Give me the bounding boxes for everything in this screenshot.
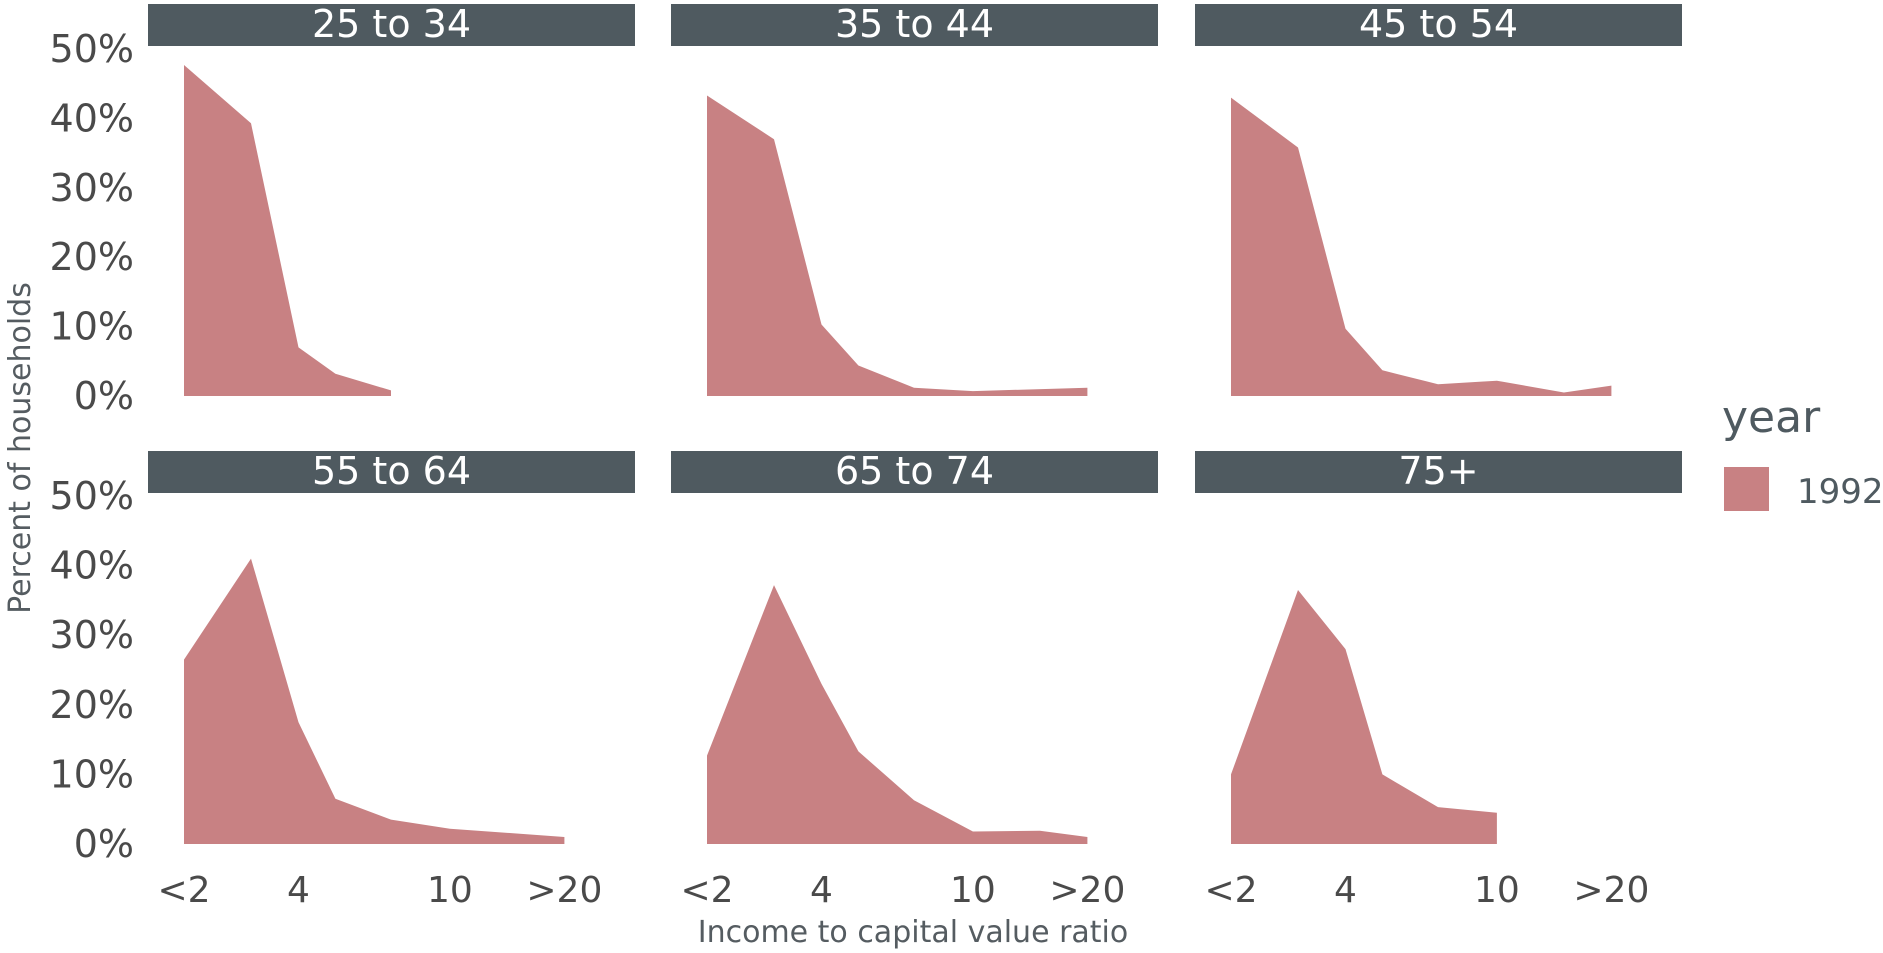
facet-strip bbox=[671, 4, 1158, 46]
facet-strip bbox=[1195, 4, 1682, 46]
area-series-1992 bbox=[184, 65, 391, 396]
facet-strip bbox=[148, 4, 635, 46]
x-tick-label: <2 bbox=[157, 870, 210, 911]
area-series-1992 bbox=[1231, 590, 1497, 844]
y-tick-label: 30% bbox=[50, 166, 134, 210]
facet-strip-label: 75+ bbox=[1398, 449, 1478, 493]
x-tick-label: 10 bbox=[1474, 870, 1520, 911]
y-tick-label: 50% bbox=[50, 27, 134, 71]
y-tick-label: 40% bbox=[50, 544, 134, 588]
y-axis-title: Percent of households bbox=[3, 282, 38, 614]
legend: year 1992 bbox=[1722, 392, 1883, 512]
x-tick-label: <2 bbox=[1204, 870, 1257, 911]
facet-panel: 35 to 44 bbox=[671, 2, 1158, 396]
x-tick-label: >20 bbox=[526, 870, 602, 911]
x-tick-label: >20 bbox=[1573, 870, 1649, 911]
facet-strip bbox=[148, 451, 635, 493]
facet-strip-label: 55 to 64 bbox=[312, 449, 471, 493]
facet-strip-label: 35 to 44 bbox=[835, 2, 994, 46]
facet-panel: 25 to 34 0% 10% 20% 30% 40% 50% bbox=[50, 2, 635, 418]
y-tick-label: 30% bbox=[50, 613, 134, 657]
y-tick-label: 40% bbox=[50, 96, 134, 140]
y-tick-label: 0% bbox=[74, 374, 134, 418]
legend-swatch-1992 bbox=[1724, 467, 1769, 511]
x-tick-label: 4 bbox=[287, 870, 310, 911]
facet-strip-label: 45 to 54 bbox=[1359, 2, 1518, 46]
y-tick-label: 0% bbox=[74, 822, 134, 866]
y-tick-label: 20% bbox=[50, 235, 134, 279]
x-tick-label: >20 bbox=[1049, 870, 1125, 911]
facet-strip-label: 25 to 34 bbox=[312, 2, 471, 46]
facet-panel: 75+ <2 4 10 >20 bbox=[1195, 449, 1682, 911]
facet-strip-label: 65 to 74 bbox=[835, 449, 994, 493]
y-tick-label: 10% bbox=[50, 305, 134, 349]
area-series-1992 bbox=[184, 558, 565, 844]
y-tick-label: 50% bbox=[50, 474, 134, 518]
area-series-1992 bbox=[707, 95, 1088, 396]
x-tick-label: 10 bbox=[950, 870, 996, 911]
x-tick-label: 10 bbox=[427, 870, 473, 911]
area-series-1992 bbox=[1231, 97, 1612, 396]
facet-panels: 25 to 340%10%20%30%40%50%35 to 44 45 to 5… bbox=[50, 2, 1682, 911]
x-axis-title: Income to capital value ratio bbox=[698, 915, 1129, 950]
facet-panel: 65 to 74 <2 4 10 >20 bbox=[671, 449, 1158, 911]
facet-strip bbox=[671, 451, 1158, 493]
x-tick-label: 4 bbox=[810, 870, 833, 911]
facet-strip bbox=[1195, 451, 1682, 493]
y-tick-label: 20% bbox=[50, 683, 134, 727]
x-tick-label: <2 bbox=[680, 870, 733, 911]
legend-title: year bbox=[1722, 392, 1821, 443]
x-tick-label: 4 bbox=[1334, 870, 1357, 911]
y-tick-label: 10% bbox=[50, 752, 134, 796]
area-series-1992 bbox=[707, 585, 1088, 844]
facet-panel: 45 to 54 bbox=[1195, 2, 1682, 396]
facet-panel: 55 to 64 0% 10% 20% 30% 40% 50% <2 4 10 >20 bbox=[50, 449, 635, 911]
legend-label-1992: 1992 bbox=[1797, 472, 1883, 512]
